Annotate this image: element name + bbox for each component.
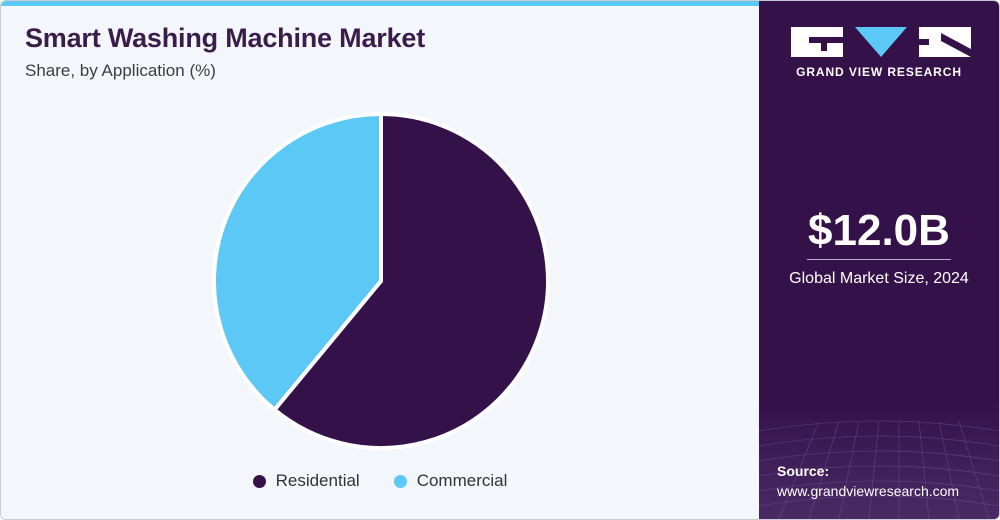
chart-title: Smart Washing Machine Market (25, 23, 425, 53)
brand-name: GRAND VIEW RESEARCH (796, 65, 962, 79)
legend-swatch-commercial (393, 474, 407, 488)
info-sidebar: GRAND VIEW RESEARCH $12.0B Global Market… (759, 1, 999, 519)
chart-legend: Residential Commercial (1, 471, 759, 491)
market-size-label: Global Market Size, 2024 (789, 270, 969, 287)
divider (807, 259, 951, 260)
pie-slice-residential (272, 112, 550, 450)
legend-item-commercial: Commercial (393, 471, 508, 491)
chart-subtitle: Share, by Application (%) (25, 61, 216, 80)
grand-view-research-logo (791, 27, 971, 57)
source-url: www.grandviewresearch.com (777, 483, 960, 499)
decorative-grid (759, 401, 999, 519)
source-label: Source: (777, 463, 830, 479)
legend-swatch-residential (252, 474, 266, 488)
legend-item-residential: Residential (252, 471, 360, 491)
pie-svg (212, 112, 550, 450)
pie-slice-commercial (212, 112, 383, 412)
legend-label-residential: Residential (275, 471, 360, 490)
legend-label-commercial: Commercial (416, 471, 508, 490)
chart-panel: Smart Washing Machine Market Share, by A… (1, 1, 759, 519)
market-size-value: $12.0B (808, 206, 950, 255)
pie-chart (201, 101, 561, 461)
accent-bar (1, 1, 759, 6)
